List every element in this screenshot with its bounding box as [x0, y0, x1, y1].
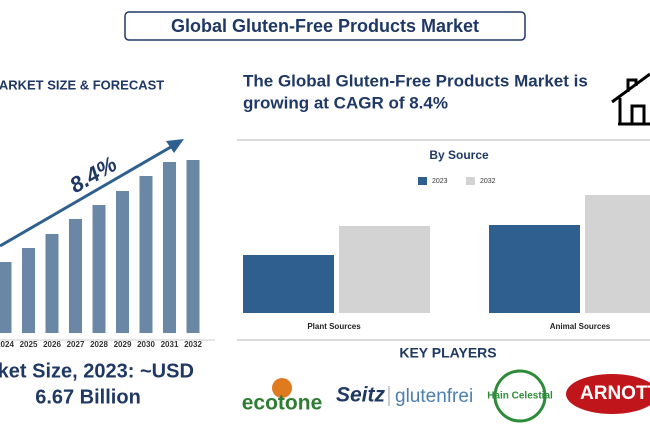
chart-title: By Source — [429, 148, 489, 162]
bar — [585, 195, 650, 313]
x-tick-label: 2025 — [20, 340, 38, 349]
x-tick-label: 2027 — [67, 340, 85, 349]
forecast-heading: MARKET SIZE & FORECAST — [0, 77, 164, 92]
page-title: Global Gluten-Free Products Market — [171, 16, 479, 36]
bar — [186, 160, 200, 333]
arrow — [0, 142, 177, 248]
bar — [339, 226, 430, 313]
bar — [163, 162, 176, 333]
market-size: Market Size, 2023: ~USD — [0, 360, 194, 382]
x-tick-label: 2028 — [90, 340, 108, 349]
bar — [22, 248, 35, 333]
x-tick-label: 2026 — [43, 340, 61, 349]
logo-ecotone: ecotone — [242, 378, 323, 415]
logo-text: ecotone — [242, 392, 323, 415]
x-tick-label: 2030 — [137, 340, 155, 349]
legend-swatch — [466, 177, 475, 185]
headline: The Global Gluten-Free Products Market i… — [243, 71, 588, 90]
bar — [139, 176, 153, 333]
bar — [489, 225, 580, 313]
arrow-head — [166, 139, 184, 153]
x-tick-label: Plant Sources — [307, 322, 361, 331]
x-tick-label: 2029 — [114, 340, 132, 349]
logo-text: ARNOTT'S — [580, 383, 650, 404]
bar — [243, 255, 334, 313]
market-size: 6.67 Billion — [35, 386, 141, 408]
legend-label: 2023 — [432, 178, 448, 185]
x-tick-label: 2032 — [184, 340, 202, 349]
house-icon — [611, 72, 650, 126]
bar — [45, 234, 59, 333]
bar — [116, 191, 129, 333]
bar — [92, 205, 106, 333]
logo-text: Hain Celestial — [487, 391, 553, 402]
title-box — [124, 11, 526, 41]
legend-label: 2032 — [480, 178, 496, 185]
headline: growing at CAGR of 8.4% — [243, 93, 448, 112]
bar — [0, 262, 12, 333]
x-tick-label: Animal Sources — [550, 322, 611, 331]
x-tick-label: 2031 — [161, 340, 179, 349]
logo-arnotts — [566, 374, 650, 414]
legend-swatch — [418, 177, 427, 185]
key-players-heading: KEY PLAYERS — [399, 345, 496, 361]
bar — [69, 219, 82, 333]
logo-text: Seitz — [336, 384, 386, 407]
x-tick-label: 2024 — [0, 340, 14, 349]
logo-hain — [493, 369, 547, 423]
logo-text: glutenfrei — [395, 386, 473, 407]
